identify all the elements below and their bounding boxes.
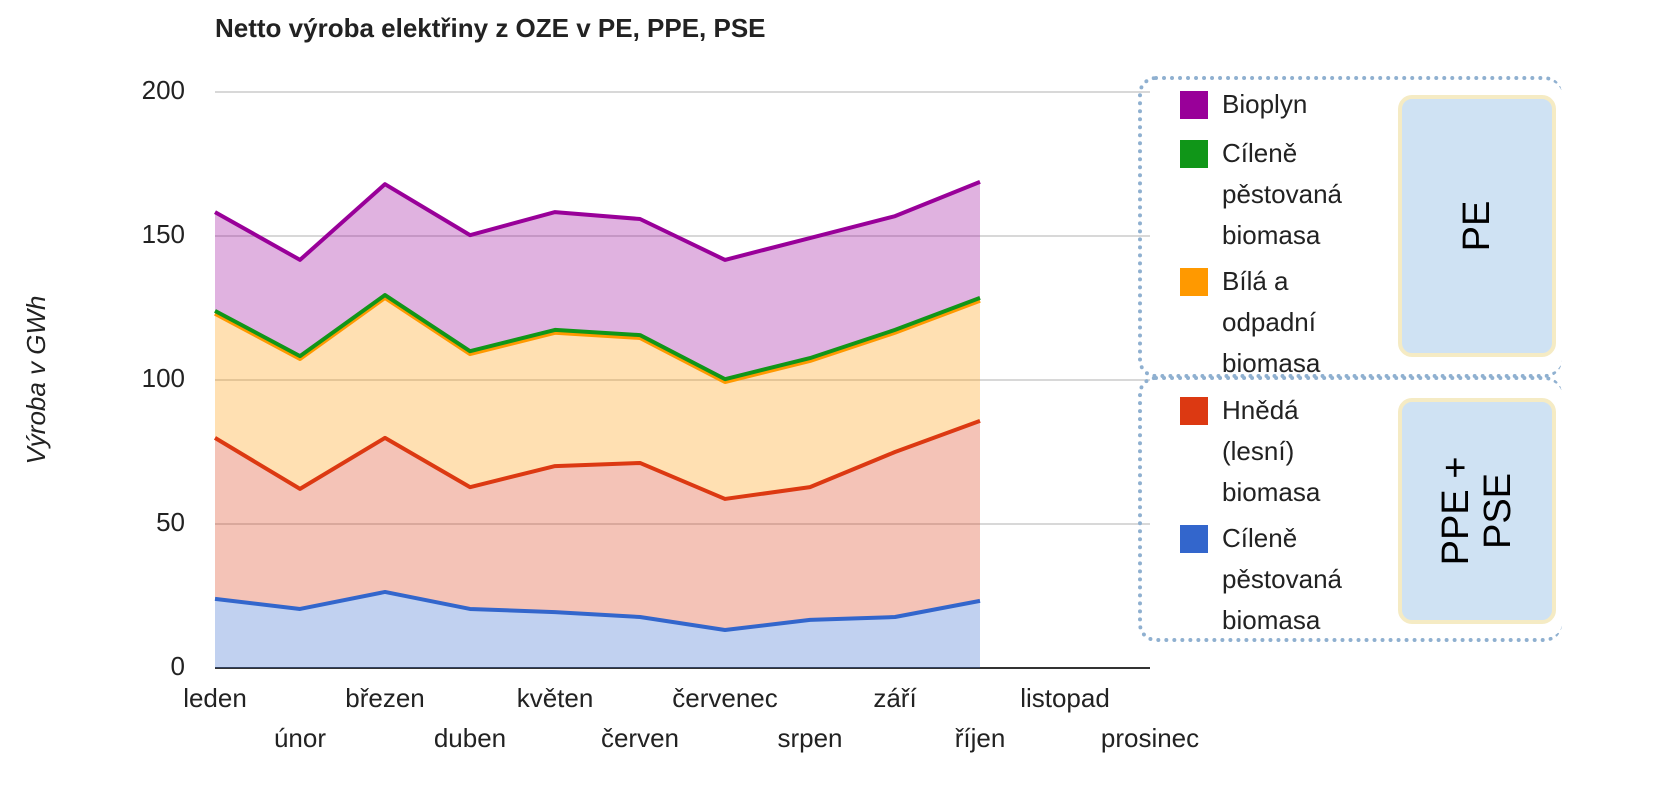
y-tick-label: 100: [142, 363, 185, 393]
x-tick-label: září: [873, 683, 917, 713]
x-tick-label: květen: [517, 683, 594, 713]
area-line: [214, 180, 981, 262]
x-tick-label: leden: [183, 683, 247, 713]
x-tick-label: říjen: [955, 723, 1006, 753]
legend-label: Bílá a odpadní biomasa: [1222, 266, 1321, 378]
legend-swatch: [1180, 268, 1208, 296]
area: [215, 420, 980, 630]
y-tick-label: 0: [171, 651, 185, 681]
area-line: [213, 419, 981, 501]
legend-label: Cíleně pěstovaná biomasa: [1222, 138, 1342, 250]
legend-group-box: PE: [1398, 95, 1556, 357]
legend-item: Cíleně pěstovaná biomasa: [1180, 518, 1370, 641]
legend-swatch: [1180, 140, 1208, 168]
legend-item: Hnědá (lesní) biomasa: [1180, 390, 1370, 513]
legend-group-label: PE: [1456, 200, 1498, 252]
x-tick-label: srpen: [777, 723, 842, 753]
legend-group-label: PPE + PSE: [1435, 456, 1519, 566]
x-tick-label: prosinec: [1101, 723, 1199, 753]
legend-label: Cíleně pěstovaná biomasa: [1222, 523, 1342, 635]
legend-item: Bioplyn: [1180, 84, 1370, 125]
x-tick-label: červen: [601, 723, 679, 753]
legend-item: Cíleně pěstovaná biomasa: [1180, 133, 1370, 256]
y-axis-label: Výroba v GWh: [21, 295, 51, 464]
area: [215, 181, 980, 380]
chart-title: Netto výroba elektřiny z OZE v PE, PPE, …: [215, 13, 766, 43]
legend-item: Bílá a odpadní biomasa: [1180, 261, 1370, 384]
legend-label: Bioplyn: [1222, 89, 1308, 119]
area-line: [214, 293, 981, 382]
y-tick-label: 200: [142, 75, 185, 105]
area: [215, 591, 980, 668]
legend-group-border: [1138, 376, 1562, 642]
x-tick-label: březen: [345, 683, 425, 713]
x-tick-label: duben: [434, 723, 506, 753]
x-tick-label: červenec: [672, 683, 778, 713]
area-line: [214, 589, 981, 632]
legend-swatch: [1180, 91, 1208, 119]
y-tick-label: 150: [142, 219, 185, 249]
legend-swatch: [1180, 525, 1208, 553]
x-tick-label: únor: [274, 723, 326, 753]
y-tick-label: 50: [156, 507, 185, 537]
x-tick-label: listopad: [1020, 683, 1110, 713]
legend-swatch: [1180, 397, 1208, 425]
legend-group-box: PPE + PSE: [1398, 398, 1556, 624]
legend-label: Hnědá (lesní) biomasa: [1222, 395, 1321, 507]
area-line: [214, 295, 981, 385]
